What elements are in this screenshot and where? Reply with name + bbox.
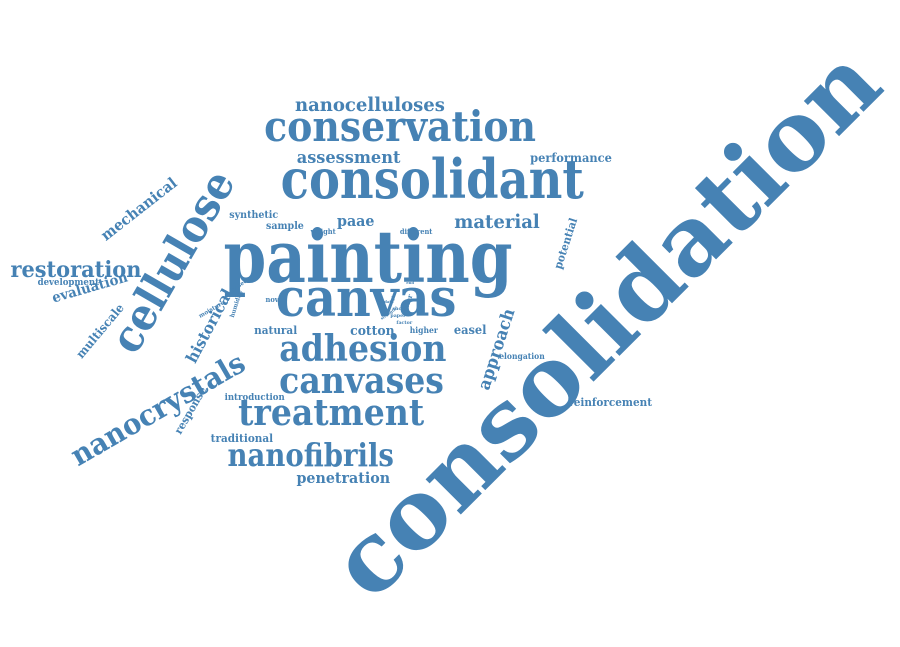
word-traditional: traditional <box>210 431 274 445</box>
word-consolidant: consolidant <box>280 147 584 211</box>
word-nanocrystals: nanocrystals <box>64 344 251 473</box>
word-weight: weight <box>310 226 336 236</box>
word-end: end <box>406 280 415 285</box>
word-elongation: elongation <box>499 351 545 361</box>
word-sample: sample <box>265 221 304 232</box>
word-painting: painting <box>223 214 513 299</box>
word-treatment: treatment <box>238 392 425 434</box>
word-nanofibrils: nanofibrils <box>227 436 394 474</box>
word-canvases: canvases <box>278 360 444 402</box>
word-data: data <box>384 299 394 304</box>
word-higher: higher <box>409 325 438 335</box>
word-potential: potential <box>551 215 581 271</box>
word-paae: paae <box>336 211 374 230</box>
word-penetration: penetration <box>295 468 390 487</box>
word-natural: natural <box>253 323 297 337</box>
word-material: material <box>454 210 540 233</box>
word-restoration: restoration <box>10 257 142 283</box>
word-different: different <box>399 226 433 236</box>
word-introduction: introduction <box>224 392 285 403</box>
word-easel: easel <box>453 323 487 337</box>
word-assessment: assessment <box>296 147 400 168</box>
word-paper: paper <box>390 312 406 319</box>
word-synthetic: synthetic <box>228 210 278 221</box>
word-performance: performance <box>530 151 612 165</box>
word-factor: factor <box>395 319 412 326</box>
word-cotton: cotton <box>349 323 395 339</box>
word-nanocelluloses: nanocelluloses <box>294 93 445 116</box>
word-show: show <box>392 305 406 312</box>
word-development: development <box>37 277 99 288</box>
word-novel: novel <box>265 294 285 304</box>
word-canvas: canvas <box>275 268 457 329</box>
word-conservation: conservation <box>264 102 537 151</box>
word-reinforcement: reinforcement <box>568 395 653 409</box>
word-adhesion: adhesion <box>279 328 447 370</box>
